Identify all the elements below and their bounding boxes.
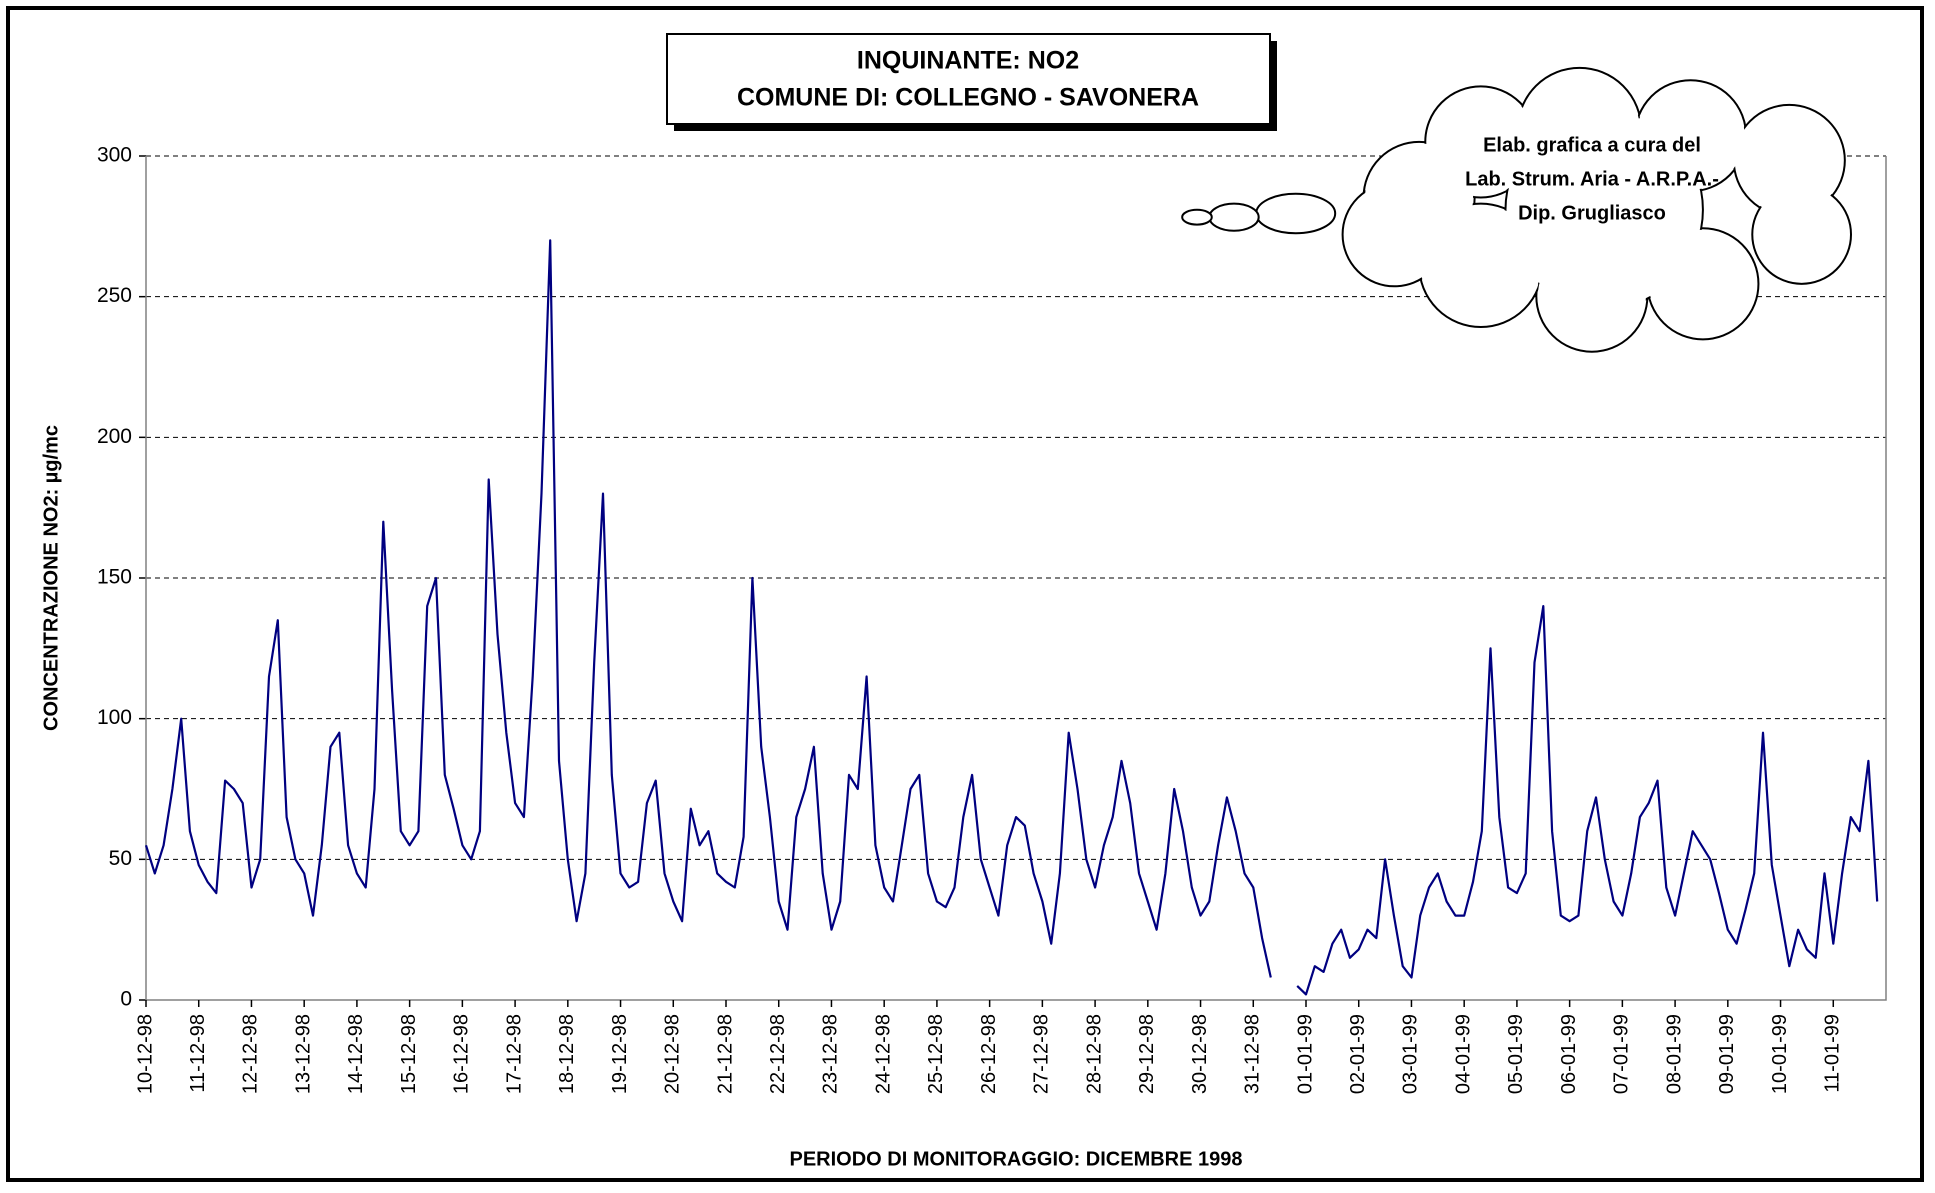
y-tick-label: 50 <box>109 847 132 870</box>
x-tick-label: 24-12-98 <box>872 1014 894 1094</box>
x-tick-label: 13-12-98 <box>292 1014 314 1094</box>
plot-border <box>145 156 1887 1001</box>
cloud-fill <box>1344 184 1445 285</box>
y-tick-label: 100 <box>97 706 132 729</box>
x-tick-label: 29-12-98 <box>1136 1014 1158 1094</box>
x-tick-label: 26-12-98 <box>978 1014 1000 1094</box>
chart-subtitle: COMUNE DI: COLLEGNO - SAVONERA <box>737 84 1199 112</box>
x-tick-label: 14-12-98 <box>345 1014 367 1094</box>
y-tick-label: 200 <box>97 425 132 448</box>
x-tick-label: 10-12-98 <box>134 1014 156 1094</box>
annotation-text: Elab. grafica a cura del <box>1483 134 1701 156</box>
x-tick-label: 07-01-99 <box>1611 1014 1633 1094</box>
x-tick-label: 12-12-98 <box>240 1014 262 1094</box>
x-tick-label: 27-12-98 <box>1031 1014 1053 1094</box>
cloud-fill <box>1426 87 1535 196</box>
cloud-bubble <box>1208 202 1260 232</box>
cloud-bubble <box>1255 192 1337 235</box>
x-tick-label: 05-01-99 <box>1505 1014 1527 1094</box>
x-tick-label: 21-12-98 <box>714 1014 736 1094</box>
annotation-cloud: Elab. grafica a cura del Lab. Strum. Aria… <box>1181 66 1853 353</box>
x-tick-label: 01-01-99 <box>1294 1014 1316 1094</box>
y-tick-label: 0 <box>120 988 132 1011</box>
cloud-bubble <box>1181 208 1213 226</box>
x-tick-label: 28-12-98 <box>1083 1014 1105 1094</box>
x-tick-label: 09-01-99 <box>1716 1014 1738 1094</box>
x-tick-label: 03-01-99 <box>1400 1014 1422 1094</box>
annotation-text: Dip. Grugliasco <box>1518 202 1666 224</box>
title-box <box>666 33 1271 125</box>
x-axis-label: PERIODO DI MONITORAGGIO: DICEMBRE 1998 <box>789 1148 1242 1170</box>
cloud-fill <box>1506 112 1702 307</box>
x-tick-label: 17-12-98 <box>503 1014 525 1094</box>
chart-title: INQUINANTE: NO2 <box>857 47 1079 75</box>
annotation-text: Lab. Strum. Aria - A.R.P.A.- <box>1465 168 1719 190</box>
x-tick-label: 22-12-98 <box>767 1014 789 1094</box>
x-tick-label: 02-01-99 <box>1347 1014 1369 1094</box>
x-tick-label: 25-12-98 <box>925 1014 947 1094</box>
x-tick-label: 31-12-98 <box>1242 1014 1264 1094</box>
x-tick-label: 04-01-99 <box>1452 1014 1474 1094</box>
x-tick-label: 23-12-98 <box>820 1014 842 1094</box>
x-tick-label: 10-01-99 <box>1769 1014 1791 1094</box>
x-tick-label: 18-12-98 <box>556 1014 578 1094</box>
y-tick-label: 250 <box>97 284 132 307</box>
x-tick-label: 16-12-98 <box>451 1014 473 1094</box>
cloud-fill <box>1753 186 1850 283</box>
x-tick-label: 06-01-99 <box>1558 1014 1580 1094</box>
x-tick-label: 20-12-98 <box>662 1014 684 1094</box>
cloud-fill <box>1735 106 1844 215</box>
x-tick-label: 15-12-98 <box>398 1014 420 1094</box>
x-tick-label: 11-01-99 <box>1822 1014 1844 1093</box>
x-tick-label: 30-12-98 <box>1189 1014 1211 1094</box>
y-tick-label: 300 <box>97 144 132 167</box>
y-tick-label: 150 <box>97 566 132 589</box>
x-tick-label: 11-12-98 <box>187 1014 209 1093</box>
plot-area: 0 50 100 150 200 250 300 10-12-98 11-12-98 12-12-… <box>97 144 1887 1094</box>
y-axis-label: CONCENTRAZIONE NO2: µg/mc <box>40 425 62 731</box>
x-tick-label: 08-01-99 <box>1663 1014 1685 1094</box>
data-line <box>144 239 1879 996</box>
x-tick-label: 19-12-98 <box>609 1014 631 1094</box>
